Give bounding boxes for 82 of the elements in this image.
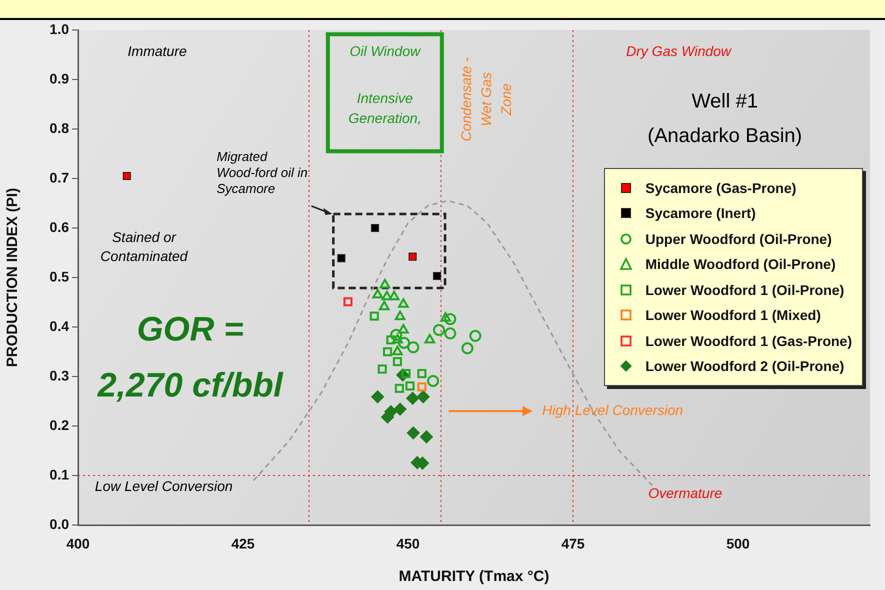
point <box>406 392 420 405</box>
point <box>371 390 384 404</box>
point <box>392 357 402 366</box>
point <box>370 312 379 321</box>
legend-label: Lower Woodford 2 (Oil-Prone) <box>645 358 844 374</box>
point <box>417 382 426 392</box>
point <box>407 341 420 354</box>
point <box>337 254 346 262</box>
annotation: Condensate - Wet Gas Zone <box>458 56 514 142</box>
annotation: Stained or Contaminated <box>100 229 189 264</box>
point <box>390 328 402 341</box>
y-tick-label: 0.3 <box>50 367 70 384</box>
legend-label: Lower Woodford 1 (Gas-Prone) <box>645 332 852 349</box>
y-axis-title: PRODUCTION INDEX (PI) <box>4 188 22 368</box>
point <box>388 290 400 300</box>
point <box>420 430 433 444</box>
point <box>372 288 383 298</box>
point <box>440 312 451 322</box>
point <box>394 402 407 416</box>
y-tick-label: 1.0 <box>50 20 70 37</box>
annotation: Dry Gas Window <box>626 43 732 60</box>
point <box>444 313 456 326</box>
point <box>461 342 474 354</box>
annotation: Overmature <box>648 485 722 502</box>
point <box>383 347 392 356</box>
point <box>394 310 406 320</box>
point <box>343 297 352 306</box>
point <box>417 368 426 378</box>
point <box>469 330 482 342</box>
point <box>444 327 456 340</box>
x-tick-label: 450 <box>396 535 420 552</box>
point <box>378 364 387 374</box>
point <box>427 374 440 387</box>
point <box>392 346 403 356</box>
y-tick-label: 0.6 <box>50 218 70 235</box>
point <box>394 384 404 393</box>
annotation: (Anadarko Basin) <box>648 124 802 147</box>
y-tick-label: 0.1 <box>50 466 70 482</box>
y-tick-label: 0.5 <box>50 268 70 284</box>
point <box>386 335 396 344</box>
annotation: GOR = 2,270 cf/bbl <box>96 310 284 405</box>
point <box>122 172 131 180</box>
point <box>398 298 409 308</box>
point <box>381 410 394 424</box>
x-tick-label: 475 <box>561 535 585 552</box>
legend-label: Sycamore (Gas-Prone) <box>645 180 796 196</box>
x-tick-label: 400 <box>66 535 90 552</box>
point <box>398 324 409 334</box>
point <box>416 390 430 404</box>
x-tick-label: 425 <box>231 535 255 552</box>
x-tick-label: 500 <box>726 535 750 552</box>
x-axis-title: MATURITY (Tmax °C) <box>398 568 550 586</box>
annotation: Well #1 <box>692 90 758 112</box>
annotation: Immature <box>128 43 187 60</box>
point <box>398 336 410 349</box>
legend-label: Lower Woodford 1 (Mixed) <box>645 307 821 324</box>
legend-label: Upper Woodford (Oil-Prone) <box>645 230 832 247</box>
annotation: High Level Conversion <box>542 402 684 418</box>
point <box>433 324 446 336</box>
annotation: Low Level Conversion <box>94 478 233 494</box>
y-tick-label: 0.9 <box>50 70 70 86</box>
y-tick-label: 0.7 <box>50 169 70 186</box>
point <box>392 334 403 344</box>
point <box>382 290 392 300</box>
legend-label: Lower Woodford 1 (Oil-Prone) <box>645 282 844 298</box>
point <box>380 278 390 288</box>
y-tick-label: 0.0 <box>50 516 70 532</box>
y-tick-label: 0.8 <box>50 120 70 136</box>
point <box>378 300 390 310</box>
point <box>406 426 420 440</box>
annotation: Oil Window <box>350 43 422 60</box>
legend-label: Sycamore (Inert) <box>645 205 756 222</box>
point <box>424 334 436 344</box>
point <box>370 224 380 232</box>
annotation: Intensive Generation, <box>348 90 422 126</box>
point <box>405 381 415 390</box>
y-tick-label: 0.4 <box>50 318 70 334</box>
point <box>408 252 417 261</box>
legend-label: Middle Woodford (Oil-Prone) <box>645 256 836 272</box>
y-tick-label: 0.2 <box>50 416 70 433</box>
annotation: Migrated Wood-ford oil in Sycamore <box>216 149 308 196</box>
point <box>433 272 442 280</box>
